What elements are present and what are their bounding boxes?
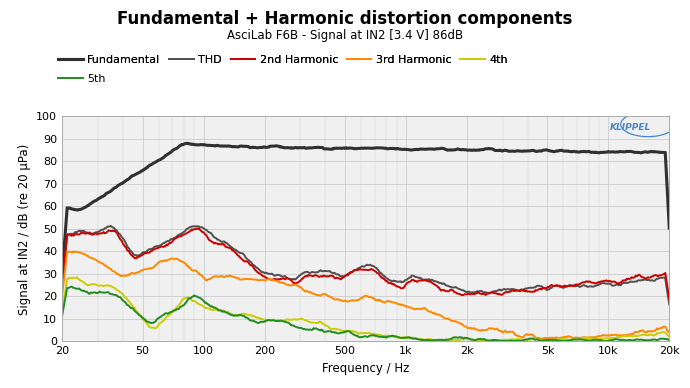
X-axis label: Frequency / Hz: Frequency / Hz (322, 362, 409, 375)
THD (215, 238, 224, 242)
Line: 2nd Harmonic: 2nd Harmonic (62, 228, 669, 300)
Fundamental (58, 272, 66, 277)
Fundamental (183, 141, 191, 146)
THD (334, 272, 342, 277)
THD (516, 288, 524, 292)
Text: KLIPPEL: KLIPPEL (610, 123, 651, 132)
4th (665, 334, 673, 339)
4th (58, 308, 66, 313)
Text: Fundamental + Harmonic distortion components: Fundamental + Harmonic distortion compon… (117, 10, 573, 28)
4th (334, 327, 342, 332)
5th (417, 337, 425, 342)
5th (464, 336, 473, 341)
5th (601, 339, 609, 343)
Fundamental (516, 149, 524, 154)
Fundamental (334, 146, 342, 151)
4th (166, 312, 175, 316)
2nd Harmonic (334, 276, 342, 281)
2nd Harmonic (665, 297, 673, 302)
2nd Harmonic (195, 226, 203, 230)
5th (215, 308, 224, 313)
3rd Harmonic (69, 249, 77, 254)
4th (215, 308, 224, 313)
4th (466, 336, 474, 341)
2nd Harmonic (166, 241, 174, 245)
3rd Harmonic (166, 256, 175, 261)
Y-axis label: Signal at IN2 / dB (re 20 µPa): Signal at IN2 / dB (re 20 µPa) (18, 143, 30, 315)
Line: 5th: 5th (62, 287, 669, 341)
3rd Harmonic (464, 326, 473, 331)
3rd Harmonic (538, 337, 546, 341)
5th (665, 338, 673, 342)
Legend: 5th: 5th (54, 69, 110, 88)
2nd Harmonic (215, 242, 224, 246)
Line: 4th: 4th (62, 277, 669, 341)
Line: 3rd Harmonic: 3rd Harmonic (62, 251, 669, 339)
Text: AsciLab F6B - Signal at IN2 [3.4 V] 86dB: AsciLab F6B - Signal at IN2 [3.4 V] 86dB (227, 29, 463, 42)
Fundamental (665, 226, 673, 230)
THD (665, 302, 673, 307)
4th (518, 337, 526, 342)
THD (107, 223, 115, 228)
5th (516, 338, 524, 343)
4th (73, 275, 81, 280)
Fundamental (215, 144, 224, 148)
2nd Harmonic (58, 285, 66, 290)
3rd Harmonic (417, 307, 425, 312)
3rd Harmonic (665, 331, 673, 335)
4th (435, 339, 444, 343)
THD (58, 286, 66, 290)
5th (334, 331, 342, 336)
Fundamental (464, 148, 473, 152)
THD (166, 237, 175, 241)
3rd Harmonic (215, 274, 224, 279)
Fundamental (166, 151, 174, 156)
Line: Fundamental: Fundamental (62, 143, 669, 275)
Fundamental (417, 147, 425, 151)
2nd Harmonic (417, 278, 425, 283)
4th (417, 337, 425, 342)
3rd Harmonic (516, 334, 524, 339)
2nd Harmonic (516, 289, 524, 294)
5th (67, 284, 75, 289)
3rd Harmonic (58, 294, 66, 298)
THD (417, 276, 425, 281)
2nd Harmonic (464, 291, 473, 296)
Legend: Fundamental, THD, 2nd Harmonic, 3rd Harmonic, 4th: Fundamental, THD, 2nd Harmonic, 3rd Harm… (54, 50, 513, 69)
THD (464, 289, 473, 294)
5th (166, 310, 175, 314)
5th (58, 314, 66, 318)
Line: THD: THD (62, 226, 669, 305)
3rd Harmonic (334, 297, 342, 301)
